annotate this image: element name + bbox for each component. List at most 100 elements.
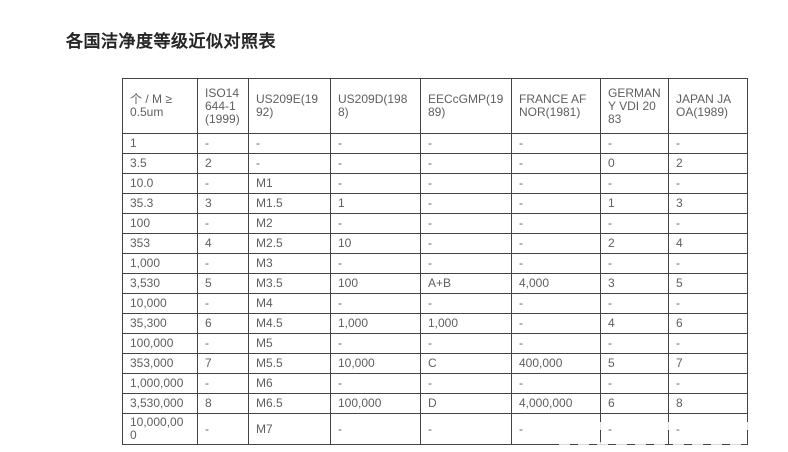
table-cell: 4 — [668, 233, 748, 254]
table-cell: - — [330, 333, 421, 354]
table-cell: - — [511, 173, 601, 194]
table-cell: 6 — [668, 313, 748, 334]
table-cell: - — [197, 373, 249, 394]
table-cell: - — [511, 193, 601, 214]
table-cell: 100,000 — [330, 393, 421, 414]
table-cell: A+B — [420, 273, 512, 294]
table-cell: 6 — [600, 393, 669, 414]
table-cell: - — [420, 193, 512, 214]
table-row: 100- M2- - - - - — [122, 213, 748, 234]
table-cell: - — [330, 153, 421, 174]
table-cell: - — [511, 253, 601, 274]
table-cell: 1 — [330, 193, 421, 214]
table-cell: - — [600, 133, 669, 154]
table-row: 100,000- M5- - - - - — [122, 333, 748, 354]
table-cell: 353,000 — [122, 353, 198, 374]
table-cell: - — [420, 293, 512, 314]
table-cell: - — [197, 253, 249, 274]
table-cell: - — [420, 253, 512, 274]
table-cell: - — [511, 373, 601, 394]
table-row: 3.5 2- - - -0 2 — [122, 153, 748, 174]
table-cell: 10,000 — [122, 293, 198, 314]
table-cell: 1,000 — [420, 313, 512, 334]
table-cell: - — [420, 333, 512, 354]
header-cell-7: GERMANY VDI 2083 — [600, 78, 669, 134]
table-row: 10.0- M1- - - - - — [122, 173, 748, 194]
table-cell: - — [420, 173, 512, 194]
table-cell: - — [330, 373, 421, 394]
table-cell: 7 — [197, 353, 249, 374]
table-cell: - — [668, 373, 748, 394]
table-cell: - — [197, 413, 249, 445]
table-row: 353,000 7 M5.5 10,000 C 400,000 5 7 — [122, 353, 748, 374]
table-cell: - — [248, 153, 331, 174]
table-cell: - — [668, 333, 748, 354]
header-cell-1: 个 / M ≥ 0.5um — [122, 78, 198, 134]
table-cell: 35.3 — [122, 193, 198, 214]
table-body: 1- - - - - - -3.5 2- - - -0 2 10.0- M1- - - - -35.3 3 M1.5 1… — [122, 133, 748, 445]
table-cell: M5.5 — [248, 353, 331, 374]
table-cell: 10,000,000 — [122, 413, 198, 445]
table-cell: - — [330, 133, 421, 154]
table-cell: 1,000 — [122, 253, 198, 274]
table-cell: - — [668, 413, 748, 445]
table-cell: 353 — [122, 233, 198, 254]
table-cell: - — [600, 253, 669, 274]
table-cell: - — [420, 153, 512, 174]
table-cell: - — [420, 233, 512, 254]
table-cell: - — [511, 293, 601, 314]
table-cell: - — [197, 213, 249, 234]
table-cell: - — [668, 293, 748, 314]
table-cell: 7 — [668, 353, 748, 374]
table-cell: - — [197, 133, 249, 154]
table-cell: - — [668, 213, 748, 234]
table-cell: - — [197, 333, 249, 354]
table-cell: - — [197, 173, 249, 194]
table-cell: - — [668, 253, 748, 274]
table-cell: 8 — [668, 393, 748, 414]
table-cell: - — [330, 213, 421, 234]
table-cell: 2 — [668, 153, 748, 174]
table-cell: 3 — [197, 193, 249, 214]
table-row: 1,000- M3- - - - - — [122, 253, 748, 274]
table-cell: - — [600, 333, 669, 354]
table-cell: - — [511, 333, 601, 354]
table-cell: 2 — [197, 153, 249, 174]
table-cell: 5 — [668, 273, 748, 294]
table-cell: 4 — [600, 313, 669, 334]
table-cell: 0 — [600, 153, 669, 174]
table-header: 个 / M ≥ 0.5um ISO14644-1(1999) US209E(1992… — [122, 78, 748, 134]
header-cell-8: JAPAN JAOA(1989) — [668, 78, 748, 134]
table-cell: - — [668, 133, 748, 154]
table-cell: 4,000 — [511, 273, 601, 294]
table-cell: - — [511, 413, 601, 445]
header-cell-4: US209D(1988) — [330, 78, 421, 134]
table-cell: - — [511, 153, 601, 174]
table-cell: M2.5 — [248, 233, 331, 254]
table-cell: 10,000 — [330, 353, 421, 374]
table-cell: M5 — [248, 333, 331, 354]
header-cell-5: EECcGMP(1989) — [420, 78, 512, 134]
table-header-row: 个 / M ≥ 0.5um ISO14644-1(1999) US209E(1992… — [122, 78, 748, 134]
table-cell: - — [420, 133, 512, 154]
table-cell: 3,530,000 — [122, 393, 198, 414]
table-cell: 1,000,000 — [122, 373, 198, 394]
table-cell: 100 — [330, 273, 421, 294]
header-cell-3: US209E(1992) — [248, 78, 331, 134]
table-cell: - — [668, 173, 748, 194]
table-cell: 1 — [600, 193, 669, 214]
table-cell: 5 — [600, 353, 669, 374]
table-cell: 4,000,000 — [511, 393, 601, 414]
table-cell: 3,530 — [122, 273, 198, 294]
header-cell-6: FRANCE AFNOR(1981) — [511, 78, 601, 134]
table-cell: - — [511, 313, 601, 334]
table-cell: - — [420, 413, 512, 445]
table-cell: 3 — [600, 273, 669, 294]
table-cell: 5 — [197, 273, 249, 294]
table-cell: - — [330, 253, 421, 274]
table-cell: M3.5 — [248, 273, 331, 294]
table-cell: C — [420, 353, 512, 374]
table-cell: 100,000 — [122, 333, 198, 354]
table-cell: 1,000 — [330, 313, 421, 334]
